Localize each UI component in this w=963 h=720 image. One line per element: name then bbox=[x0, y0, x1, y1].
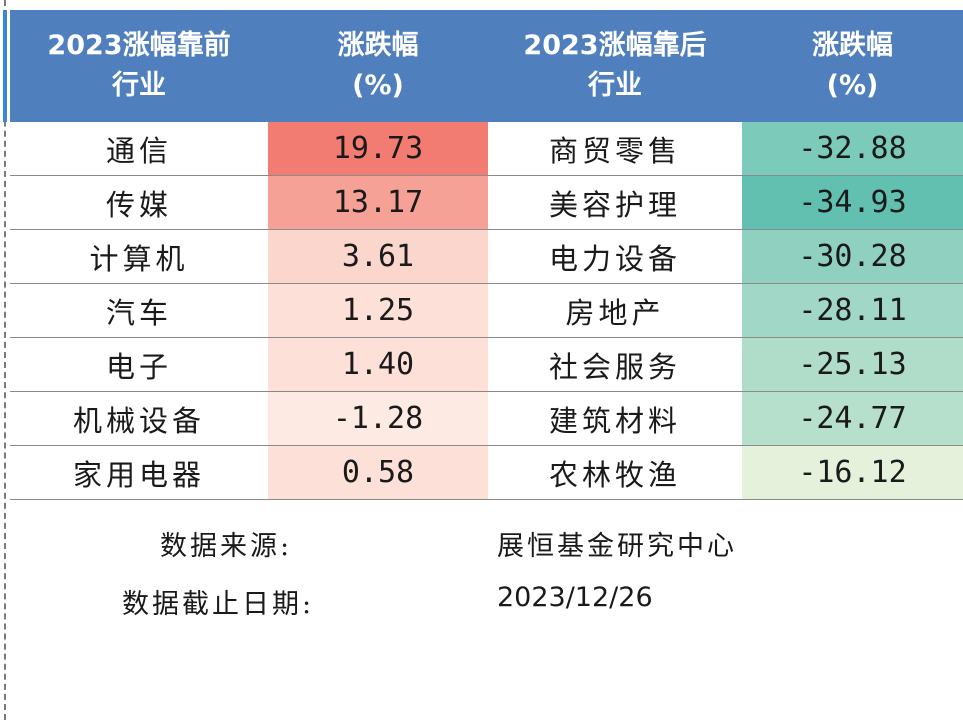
table-row: 家用电器 0.58 农林牧渔 -16.12 bbox=[10, 445, 963, 500]
header-top-change-line1: 涨跌幅 bbox=[337, 30, 419, 61]
bottom-industry-cell: 农林牧渔 bbox=[488, 445, 742, 500]
table-header: 2023涨幅靠前 行业 涨跌幅 (%) 2023涨幅靠后 行业 涨跌幅 (%) bbox=[10, 10, 963, 122]
table-row: 机械设备 -1.28 建筑材料 -24.77 bbox=[10, 391, 963, 446]
top-industry-cell: 家用电器 bbox=[10, 445, 268, 500]
selection-edge-marker bbox=[3, 10, 7, 122]
header-top-industry-line2: 行业 bbox=[112, 70, 166, 101]
header-top-change: 涨跌幅 (%) bbox=[268, 10, 488, 122]
header-row: 2023涨幅靠前 行业 涨跌幅 (%) 2023涨幅靠后 行业 涨跌幅 (%) bbox=[10, 10, 963, 122]
header-bottom-change-line1: 涨跌幅 bbox=[812, 30, 893, 61]
top-change-cell: 1.40 bbox=[268, 337, 488, 392]
table-row: 汽车 1.25 房地产 -28.11 bbox=[10, 283, 963, 338]
source-row: 数据来源: 展恒基金研究中心 bbox=[10, 516, 963, 574]
bottom-industry-cell: 建筑材料 bbox=[488, 391, 742, 446]
table-body: 通信 19.73 商贸零售 -32.88 传媒 13.17 美容护理 -34.93 计算机 3.6… bbox=[10, 122, 963, 500]
cutoff-date-row: 数据截止日期: 2023/12/26 bbox=[10, 574, 963, 632]
header-top-industry-line1: 2023涨幅靠前 bbox=[47, 30, 231, 61]
bottom-industry-cell: 社会服务 bbox=[488, 337, 742, 392]
cutoff-date-value: 2023/12/26 bbox=[497, 582, 653, 613]
header-bottom-industry-line1: 2023涨幅靠后 bbox=[523, 30, 707, 61]
top-industry-cell: 传媒 bbox=[10, 175, 268, 230]
top-industry-cell: 汽车 bbox=[10, 283, 268, 338]
bottom-change-cell: -16.12 bbox=[742, 445, 963, 500]
bottom-change-cell: -25.13 bbox=[742, 337, 963, 392]
bottom-industry-cell: 商贸零售 bbox=[488, 122, 742, 176]
header-bottom-change-line2: (%) bbox=[826, 70, 879, 101]
cutoff-date-label: 数据截止日期: bbox=[122, 589, 315, 620]
bottom-change-cell: -34.93 bbox=[742, 175, 963, 230]
top-industry-cell: 通信 bbox=[10, 122, 268, 176]
industry-performance-table: 2023涨幅靠前 行业 涨跌幅 (%) 2023涨幅靠后 行业 涨跌幅 (%) … bbox=[10, 10, 963, 500]
table-row: 计算机 3.61 电力设备 -30.28 bbox=[10, 229, 963, 284]
bottom-change-cell: -30.28 bbox=[742, 229, 963, 284]
table-row: 电子 1.40 社会服务 -25.13 bbox=[10, 337, 963, 392]
top-change-cell: -1.28 bbox=[268, 391, 488, 446]
top-change-cell: 3.61 bbox=[268, 229, 488, 284]
bottom-industry-cell: 美容护理 bbox=[488, 175, 742, 230]
bottom-industry-cell: 电力设备 bbox=[488, 229, 742, 284]
column-guide-dashed-line bbox=[4, 0, 6, 720]
bottom-change-cell: -32.88 bbox=[742, 122, 963, 176]
industry-performance-table-container: 2023涨幅靠前 行业 涨跌幅 (%) 2023涨幅靠后 行业 涨跌幅 (%) … bbox=[10, 10, 963, 500]
table-row: 通信 19.73 商贸零售 -32.88 bbox=[10, 122, 963, 176]
table-footer: 数据来源: 展恒基金研究中心 数据截止日期: 2023/12/26 bbox=[10, 516, 963, 632]
top-industry-cell: 计算机 bbox=[10, 229, 268, 284]
bottom-change-cell: -28.11 bbox=[742, 283, 963, 338]
top-change-cell: 1.25 bbox=[268, 283, 488, 338]
source-label: 数据来源: bbox=[160, 531, 293, 562]
top-industry-cell: 电子 bbox=[10, 337, 268, 392]
header-bottom-change: 涨跌幅 (%) bbox=[742, 10, 963, 122]
header-bottom-industry-line2: 行业 bbox=[588, 70, 642, 101]
header-top-change-line2: (%) bbox=[352, 70, 404, 101]
source-value: 展恒基金研究中心 bbox=[497, 531, 737, 562]
bottom-change-cell: -24.77 bbox=[742, 391, 963, 446]
header-bottom-industry: 2023涨幅靠后 行业 bbox=[488, 10, 742, 122]
table-row: 传媒 13.17 美容护理 -34.93 bbox=[10, 175, 963, 230]
header-top-industry: 2023涨幅靠前 行业 bbox=[10, 10, 268, 122]
top-change-cell: 0.58 bbox=[268, 445, 488, 500]
bottom-industry-cell: 房地产 bbox=[488, 283, 742, 338]
top-industry-cell: 机械设备 bbox=[10, 391, 268, 446]
top-change-cell: 19.73 bbox=[268, 122, 488, 176]
top-change-cell: 13.17 bbox=[268, 175, 488, 230]
